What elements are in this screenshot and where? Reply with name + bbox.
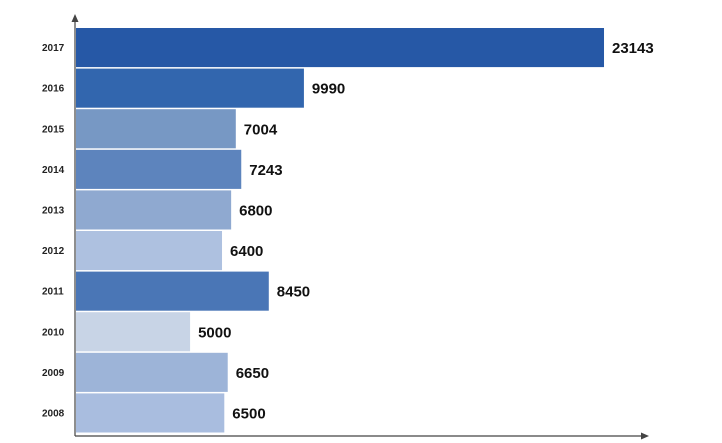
y-tick-label: 2017: [42, 43, 65, 54]
bar-2017: [76, 28, 605, 68]
y-tick-label: 2014: [42, 165, 65, 176]
y-tick-label: 2013: [42, 205, 65, 216]
y-tick-label: 2010: [42, 327, 65, 338]
labels-layer: 2017 23143 2016 9990 2015 7004 2014 7243 2013 680…: [42, 40, 654, 422]
bar-2012: [76, 231, 223, 271]
data-label: 23143: [612, 40, 654, 57]
bars-layer: [76, 28, 605, 433]
x-axis-arrow: [641, 432, 649, 440]
y-tick-label: 2011: [42, 287, 64, 298]
data-label: 6650: [236, 365, 269, 382]
bar-2009: [76, 352, 228, 392]
y-tick-label: 2009: [42, 368, 65, 379]
y-tick-label: 2012: [42, 246, 65, 257]
data-label: 6500: [232, 405, 265, 422]
y-tick-label: 2016: [42, 84, 65, 95]
data-label: 6800: [239, 202, 272, 219]
data-label: 6400: [230, 243, 263, 260]
data-label: 7004: [244, 121, 278, 138]
bar-2015: [76, 109, 236, 149]
bar-2013: [76, 190, 232, 230]
bar-2011: [76, 271, 269, 311]
y-tick-label: 2008: [42, 408, 65, 419]
data-label: 5000: [198, 324, 231, 341]
y-tick-label: 2015: [42, 124, 65, 135]
bar-2014: [76, 149, 242, 189]
bar-2008: [76, 393, 225, 433]
data-label: 7243: [249, 162, 282, 179]
bar-2010: [76, 312, 191, 352]
data-label: 8450: [277, 284, 310, 301]
data-label: 9990: [312, 81, 345, 98]
y-axis-arrow: [71, 14, 79, 22]
bar-2016: [76, 68, 304, 108]
